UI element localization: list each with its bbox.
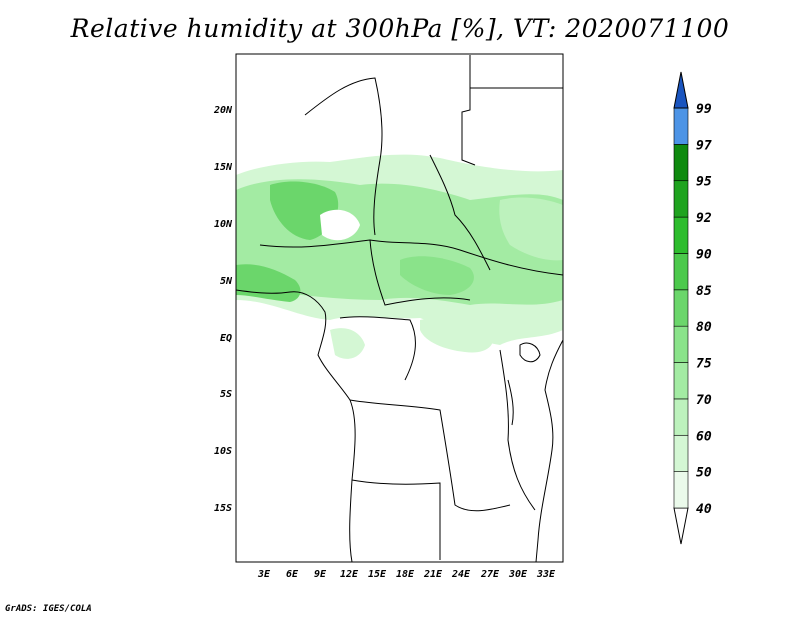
lon-tick: 27E [480,569,500,580]
colorbar-label: 40 [696,502,712,517]
border-south [349,399,511,512]
lon-tick: 18E [396,569,415,580]
colorbar-segment [673,398,689,436]
colorbar-label: 85 [696,284,712,299]
lon-tick: 15E [368,569,387,580]
colorbar-label: 70 [696,393,712,408]
colorbar-segment [673,507,689,545]
lat-tick: EQ [220,333,232,344]
lon-tick: 3E [257,569,271,580]
colorbar-segment [673,434,689,472]
lake-victoria [519,342,541,363]
lon-tick: 6E [286,569,299,580]
border-car [369,239,471,306]
colorbar: 40 50 60 70 75 80 85 90 92 95 97 99 [673,71,712,545]
border-sudan [461,55,476,166]
colorbar-segment [673,471,689,509]
map-frame [235,53,564,563]
lat-tick: 15S [214,503,232,514]
lat-tick: 15N [214,162,233,173]
lon-tick: 21E [423,569,443,580]
colorbar-label: 50 [696,466,712,481]
lat-tick: 5N [220,276,233,287]
colorbar-label: 97 [696,138,712,153]
border-southwest [351,479,441,560]
grads-credit: GrADS: IGES/COLA [5,604,92,614]
colorbar-segment [673,144,689,182]
border-north [304,77,383,236]
humidity-dry-patch [320,209,360,241]
humidity-patch-lakes [420,318,494,353]
lon-tick: 24E [451,569,471,580]
colorbar-label: 95 [696,175,712,190]
lat-tick: 20N [213,105,233,116]
colorbar-label: 92 [696,211,712,226]
lat-tick: 5S [220,389,232,400]
colorbar-segment [673,362,689,400]
country-borders [235,55,564,563]
border-equatorial [339,316,416,381]
colorbar-segment [673,71,689,109]
map-title: Relative humidity at 300hPa [%], VT: 202… [70,14,730,43]
humidity-core-central [400,256,474,295]
coastline-west [235,289,356,563]
colorbar-segment [673,289,689,327]
colorbar-segment [673,253,689,291]
colorbar-segment [673,325,689,363]
colorbar-label: 75 [696,357,712,372]
colorbar-label: 90 [696,247,712,262]
colorbar-segment [673,180,689,218]
colorbar-segment [673,216,689,254]
border-chad [429,154,491,271]
humidity-shading [236,154,563,359]
colorbar-segment [673,107,689,145]
lon-tick: 33E [536,569,556,580]
lake-tanganyika [507,379,514,426]
colorbar-label: 80 [696,320,712,335]
humidity-patch-congo [330,328,365,359]
lon-tick: 9E [314,569,327,580]
border-east [499,349,536,511]
lat-tick: 10N [214,219,233,230]
border-sahel [259,239,564,276]
humidity-core-east [499,197,563,261]
lon-tick: 12E [340,569,359,580]
colorbar-label: 60 [696,429,712,444]
lat-tick: 10S [214,446,232,457]
colorbar-label: 99 [696,102,712,117]
lon-tick: 30E [508,569,528,580]
lat-axis: 20N 15N 10N 5N EQ 5S 10S 15S [213,105,233,514]
lon-axis: 3E 6E 9E 12E 15E 18E 21E 24E 27E 30E 33E [257,569,556,580]
coastline-east [535,339,564,563]
